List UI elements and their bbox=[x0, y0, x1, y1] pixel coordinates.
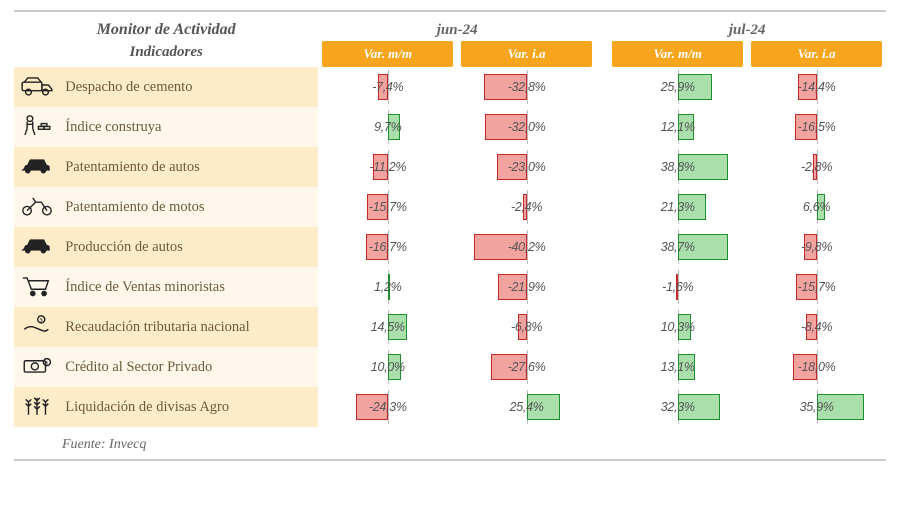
moto-icon bbox=[14, 187, 59, 227]
table-row: Patentamiento de autos -11,2% -23,0% 38,8% -… bbox=[14, 147, 886, 187]
indicator-label: Índice construya bbox=[59, 107, 318, 147]
activity-monitor-table: Monitor de Actividad jun-24 jul-24 Indic… bbox=[14, 18, 886, 427]
value-label: -8,4% bbox=[801, 320, 832, 334]
worker-icon bbox=[14, 107, 59, 147]
indicator-label: Crédito al Sector Privado bbox=[59, 347, 318, 387]
hand-icon: $ bbox=[14, 307, 59, 347]
value-label: -32,0% bbox=[508, 120, 546, 134]
period-1: jul-24 bbox=[608, 18, 886, 41]
value-label: -32,8% bbox=[508, 80, 546, 94]
value-label: 10,3% bbox=[661, 320, 695, 334]
indicator-label: Patentamiento de motos bbox=[59, 187, 318, 227]
col-hdr-1: Var. i.a bbox=[461, 41, 592, 67]
period-0: jun-24 bbox=[318, 18, 596, 41]
value-label: -9,8% bbox=[801, 240, 832, 254]
truck-icon bbox=[14, 67, 59, 107]
value-label: -15,7% bbox=[798, 280, 836, 294]
value-label: -16,5% bbox=[798, 120, 836, 134]
value-label: -15,7% bbox=[369, 200, 407, 214]
indicator-label: Liquidación de divisas Agro bbox=[59, 387, 318, 427]
value-label: -21,9% bbox=[508, 280, 546, 294]
source-label: Fuente: Invecq bbox=[14, 427, 886, 459]
table-row: $ Recaudación tributaria nacional 14,5% -6,… bbox=[14, 307, 886, 347]
value-label: -2,8% bbox=[801, 160, 832, 174]
col-hdr-3: Var. i.a bbox=[751, 41, 882, 67]
value-label: -27,6% bbox=[508, 360, 546, 374]
table-title: Monitor de Actividad bbox=[14, 18, 318, 41]
table-row: Índice construya 9,7% -32,0% 12,1% -16,5% bbox=[14, 107, 886, 147]
value-label: -11,2% bbox=[369, 160, 406, 174]
indicator-label: Despacho de cemento bbox=[59, 67, 318, 107]
table-row: Liquidación de divisas Agro -24,3% 25,4% 32… bbox=[14, 387, 886, 427]
indicator-label: Producción de autos bbox=[59, 227, 318, 267]
value-label: -6,8% bbox=[511, 320, 542, 334]
value-label: 12,1% bbox=[661, 120, 695, 134]
value-label: 25,4% bbox=[510, 400, 544, 414]
value-label: -1,6% bbox=[662, 280, 693, 294]
table-subtitle: Indicadores bbox=[14, 41, 318, 67]
value-label: 35,9% bbox=[800, 400, 834, 414]
value-label: 1,2% bbox=[374, 280, 401, 294]
value-label: -24,3% bbox=[369, 400, 407, 414]
cart-icon bbox=[14, 267, 59, 307]
value-label: -16,7% bbox=[369, 240, 407, 254]
value-label: -18,0% bbox=[798, 360, 836, 374]
indicator-label: Índice de Ventas minoristas bbox=[59, 267, 318, 307]
value-label: 10,0% bbox=[371, 360, 405, 374]
indicator-label: Patentamiento de autos bbox=[59, 147, 318, 187]
table-row: Despacho de cemento -7,4% -32,8% 25,9% -14,4… bbox=[14, 67, 886, 107]
value-label: -23,0% bbox=[508, 160, 546, 174]
value-label: -7,4% bbox=[372, 80, 403, 94]
value-label: -14,4% bbox=[798, 80, 836, 94]
car-icon bbox=[14, 227, 59, 267]
value-label: 6,6% bbox=[803, 200, 830, 214]
table-row: Índice de Ventas minoristas 1,2% -21,9% -1,… bbox=[14, 267, 886, 307]
indicator-label: Recaudación tributaria nacional bbox=[59, 307, 318, 347]
value-label: 9,7% bbox=[374, 120, 401, 134]
value-label: 25,9% bbox=[661, 80, 695, 94]
col-hdr-2: Var. m/m bbox=[612, 41, 743, 67]
car-icon bbox=[14, 147, 59, 187]
value-label: -40,2% bbox=[508, 240, 546, 254]
value-label: -2,4% bbox=[511, 200, 542, 214]
value-label: 14,5% bbox=[371, 320, 405, 334]
table-row: $Crédito al Sector Privado 10,0% -27,6% 13,… bbox=[14, 347, 886, 387]
value-label: 38,8% bbox=[661, 160, 695, 174]
value-label: 38,7% bbox=[661, 240, 695, 254]
value-label: 32,3% bbox=[661, 400, 695, 414]
svg-text:$: $ bbox=[39, 316, 42, 323]
money-icon: $ bbox=[14, 347, 59, 387]
table-row: Patentamiento de motos -15,7% -2,4% 21,3% 6,… bbox=[14, 187, 886, 227]
col-hdr-0: Var. m/m bbox=[322, 41, 453, 67]
value-label: 13,1% bbox=[661, 360, 695, 374]
value-label: 21,3% bbox=[661, 200, 695, 214]
wheat-icon bbox=[14, 387, 59, 427]
table-row: Producción de autos -16,7% -40,2% 38,7% -9,8… bbox=[14, 227, 886, 267]
